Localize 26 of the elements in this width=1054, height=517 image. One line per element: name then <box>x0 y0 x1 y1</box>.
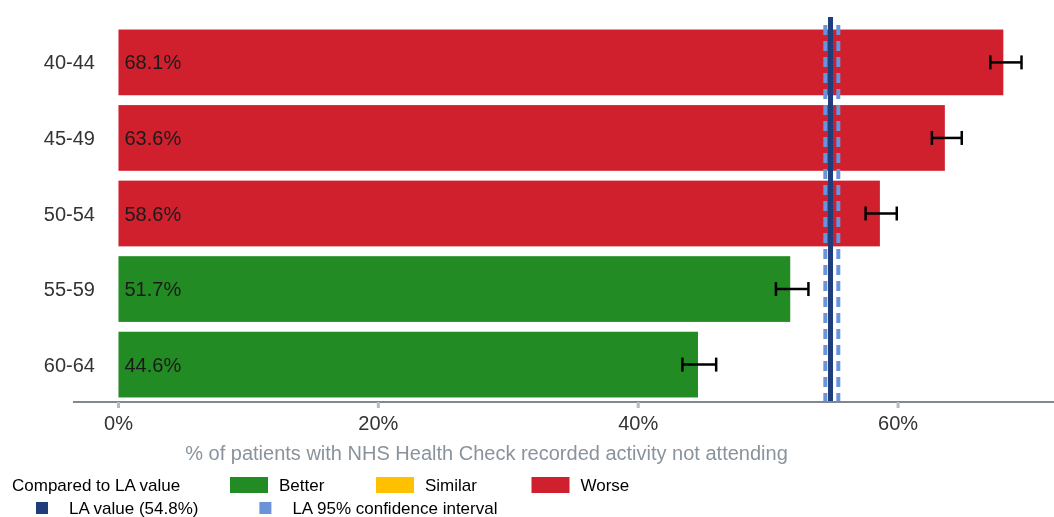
bar <box>118 29 1004 96</box>
data-label: 63.6% <box>124 126 182 149</box>
y-tick-label: 45-49 <box>43 126 95 149</box>
y-tick-label: 60-64 <box>43 353 95 376</box>
bar <box>118 331 698 398</box>
legend-label: Similar <box>425 475 478 495</box>
x-tick-label: 0% <box>104 412 134 434</box>
data-label: 68.1% <box>124 51 182 74</box>
data-label: 44.6% <box>124 353 182 376</box>
y-tick-label: 50-54 <box>43 202 95 225</box>
bar <box>118 105 945 171</box>
x-tick-label: 60% <box>878 412 919 434</box>
y-tick-label: 55-59 <box>43 278 95 301</box>
legend-label: Worse <box>580 475 630 495</box>
bar <box>118 180 880 247</box>
data-label: 58.6% <box>124 202 182 225</box>
x-tick-label: 20% <box>358 412 399 434</box>
data-label: 51.7% <box>124 278 182 301</box>
bar <box>118 256 791 322</box>
x-axis-title: % of patients with NHS Health Check recorded activity not attending <box>185 442 788 464</box>
x-tick-label: 40% <box>618 412 659 434</box>
legend-title: Compared to LA value <box>12 475 181 495</box>
legend-label: LA value (54.8%) <box>69 498 199 517</box>
legend-label: Better <box>279 475 325 495</box>
legend-label: LA 95% confidence interval <box>292 498 498 517</box>
y-tick-label: 40-44 <box>43 51 95 74</box>
